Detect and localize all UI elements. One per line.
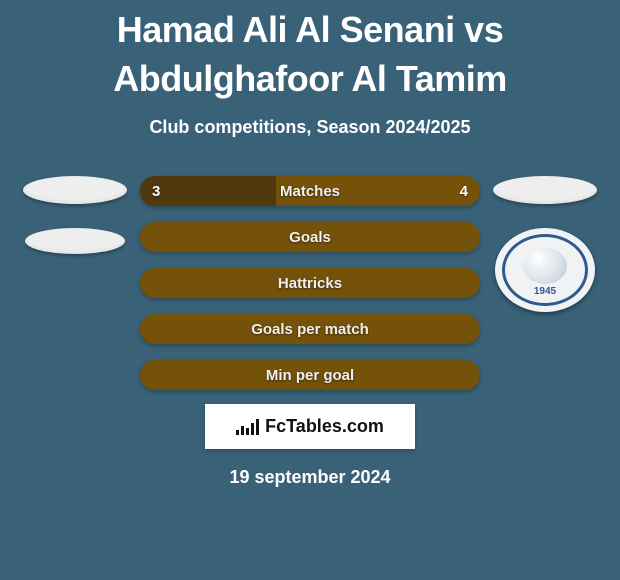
stat-label: Goals per match xyxy=(251,321,369,338)
left-player-column xyxy=(20,176,130,254)
page-title: Hamad Ali Al Senani vs Abdulghafoor Al T… xyxy=(10,6,610,103)
player-right-avatar xyxy=(493,176,597,204)
right-player-column: 1945 xyxy=(490,176,600,312)
brand-text: FcTables.com xyxy=(265,416,384,437)
player-left-avatar xyxy=(23,176,127,204)
stats-area: 1945 3 Matches 4 Goals Hattricks Goals p… xyxy=(10,176,610,488)
stat-label: Matches xyxy=(280,183,340,200)
subtitle: Club competitions, Season 2024/2025 xyxy=(10,117,610,138)
brand-bars-icon xyxy=(236,419,259,435)
club-right-badge: 1945 xyxy=(495,228,595,312)
stat-row-hattricks: Hattricks xyxy=(140,268,480,298)
date-line: 19 september 2024 xyxy=(10,467,610,488)
stat-value-left: 3 xyxy=(152,183,160,200)
stat-row-goals: Goals xyxy=(140,222,480,252)
stat-value-right: 4 xyxy=(460,183,468,200)
stat-bars: 3 Matches 4 Goals Hattricks Goals per ma… xyxy=(140,176,480,390)
stat-label: Min per goal xyxy=(266,367,354,384)
stat-row-gpm: Goals per match xyxy=(140,314,480,344)
stat-row-matches: 3 Matches 4 xyxy=(140,176,480,206)
stat-label: Goals xyxy=(289,229,331,246)
club-left-badge xyxy=(25,228,125,254)
stat-row-mpg: Min per goal xyxy=(140,360,480,390)
badge-year: 1945 xyxy=(534,286,556,297)
stat-label: Hattricks xyxy=(278,275,342,292)
brand-footer: FcTables.com xyxy=(205,404,415,449)
stat-fill-left xyxy=(140,176,276,206)
